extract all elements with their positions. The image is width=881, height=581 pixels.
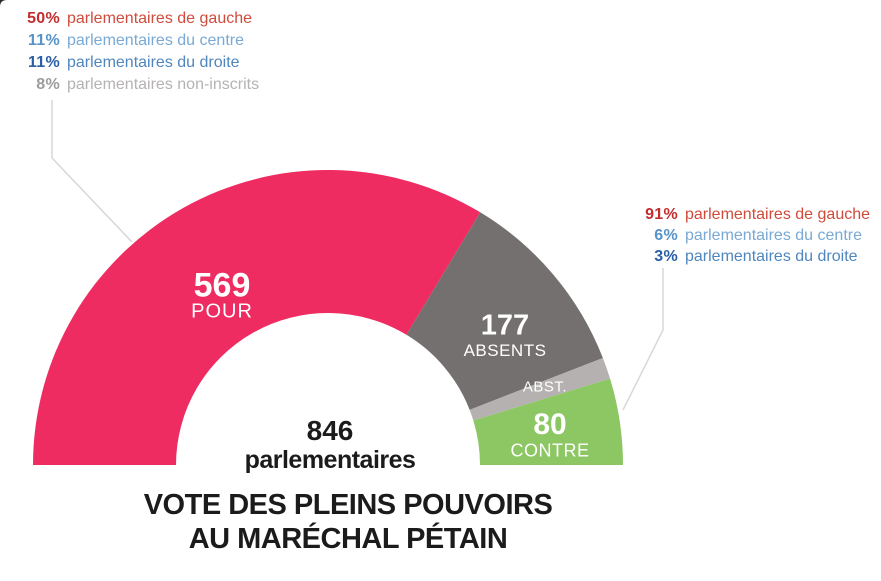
legend-pour-breakdown: 50% parlementaires de gauche 11% parleme… (0, 8, 259, 96)
segment-absents (406, 212, 603, 410)
segment-absents-value: 177 (480, 309, 530, 342)
screenshot-corner-artifact (0, 0, 7, 7)
legend-label: parlementaires du centre (685, 227, 862, 244)
segment-pour (33, 170, 481, 465)
segment-abstentions-label: ABST. (522, 378, 568, 396)
legend-label: parlementaires du droite (685, 248, 858, 265)
legend-percent: 3% (654, 248, 678, 265)
legend-label: parlementaires du centre (67, 32, 244, 49)
chart-title: VOTE DES PLEINS POUVOIRS AU MARÉCHAL PÉT… (144, 488, 553, 556)
chart-title-line2: AU MARÉCHAL PÉTAIN (188, 523, 508, 555)
legend-row: 8% parlementaires non-inscrits (0, 74, 259, 96)
chart-center-total: 846 parlementaires (244, 415, 416, 475)
donut-segments (33, 170, 623, 465)
legend-percent: 11% (27, 54, 60, 71)
total-label: parlementaires (244, 446, 416, 474)
segment-abstentions (469, 357, 611, 421)
segment-contre (473, 378, 623, 465)
legend-row: 11% parlementaires du droite (0, 52, 259, 74)
legend-label: parlementaires de gauche (67, 10, 253, 27)
legend-row: 3% parlementaires du droite (630, 246, 870, 267)
legend-percent: 6% (654, 227, 678, 244)
segment-absents-label: ABSENTS (463, 341, 547, 360)
legend-label: parlementaires de gauche (685, 206, 871, 223)
legend-row: 11% parlementaires du centre (0, 30, 259, 52)
total-value: 846 (306, 415, 354, 446)
legend-percent: 11% (27, 32, 60, 49)
legend-row: 6% parlementaires du centre (630, 225, 870, 246)
leader-line-contre (622, 268, 664, 411)
legend-percent: 50% (27, 10, 60, 27)
legend-contre-breakdown: 91% parlementaires de gauche 6% parlemen… (630, 204, 870, 267)
segment-pour-label: POUR (191, 300, 253, 323)
legend-percent: 91% (645, 206, 678, 223)
segment-contre-label: CONTRE (510, 440, 590, 461)
segment-pour-value: 569 (193, 266, 251, 305)
legend-row: 50% parlementaires de gauche (0, 8, 259, 30)
segment-contre-value: 80 (533, 408, 567, 441)
legend-label: parlementaires non-inscrits (67, 76, 260, 93)
legend-row: 91% parlementaires de gauche (630, 204, 870, 225)
legend-percent: 8% (36, 76, 60, 93)
legend-label: parlementaires du droite (67, 54, 240, 71)
leader-line-pour (51, 100, 133, 243)
chart-title-line1: VOTE DES PLEINS POUVOIRS (143, 489, 553, 521)
